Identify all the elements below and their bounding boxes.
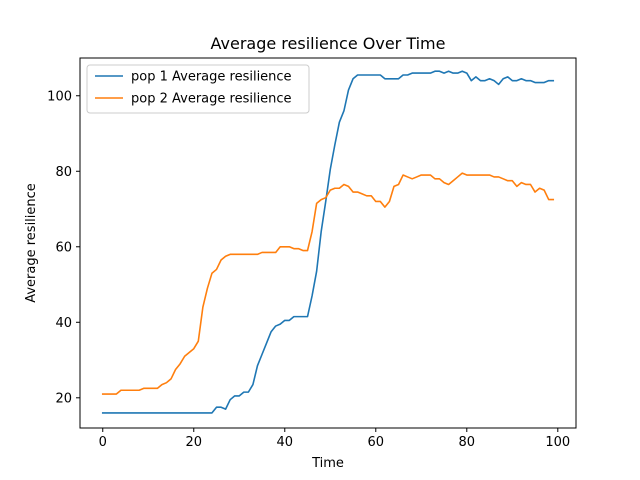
legend-box	[86, 64, 310, 114]
x-tick-label: 20	[185, 435, 202, 450]
y-axis-label: Average resilience	[24, 183, 39, 303]
legend: pop 1 Average resilience pop 2 Average re…	[86, 64, 310, 114]
y-tick-label: 40	[55, 316, 72, 331]
plot-area: 0 20 40 60 80 100 20 40 60 80 100	[47, 57, 577, 450]
x-axis-label: Time	[311, 456, 344, 471]
legend-label-1: pop 1 Average resilience	[131, 70, 292, 85]
y-tick-label: 20	[55, 391, 72, 406]
series-line-1	[101, 70, 555, 414]
x-tick-label: 80	[459, 435, 476, 450]
y-tick-label: 80	[55, 165, 72, 180]
x-tick-label: 100	[545, 435, 570, 450]
x-tick-label: 40	[276, 435, 293, 450]
x-tick-label: 60	[368, 435, 385, 450]
series-line-2	[101, 172, 555, 395]
plot-frame	[79, 57, 577, 429]
legend-label-2: pop 2 Average resilience	[131, 92, 292, 107]
x-tick-label: 0	[99, 435, 107, 450]
y-tick-label: 60	[55, 240, 72, 255]
chart-title: Average resilience Over Time	[211, 34, 446, 53]
y-tick-label: 100	[47, 89, 72, 104]
